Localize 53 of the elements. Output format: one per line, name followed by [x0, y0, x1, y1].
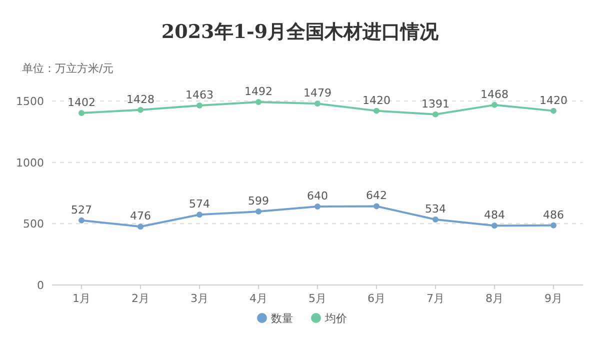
data-label: 642 [366, 189, 387, 202]
data-label: 534 [425, 202, 446, 216]
data-label: 486 [543, 208, 564, 222]
x-tick-label: 4月 [250, 292, 268, 305]
point [78, 110, 84, 116]
legend-label: 均价 [324, 312, 347, 325]
data-label: 599 [248, 194, 269, 208]
point [78, 217, 84, 224]
x-tick-label: 6月 [368, 292, 386, 305]
point [138, 106, 144, 113]
data-label: 527 [71, 203, 92, 216]
data-label: 1420 [362, 94, 390, 107]
y-tick-label: 500 [23, 218, 44, 231]
point [492, 102, 498, 108]
data-label: 1468 [480, 88, 508, 101]
y-tick-label: 0 [37, 279, 44, 292]
y-axis-title: 单位：万立方米/元 [22, 62, 114, 75]
point [374, 203, 380, 210]
data-label: 476 [130, 210, 151, 223]
point [374, 108, 380, 114]
x-tick-label: 7月 [426, 292, 444, 305]
x-tick-label: 3月 [190, 292, 208, 305]
point [138, 224, 144, 230]
data-label: 640 [307, 189, 328, 202]
data-label: 1420 [540, 94, 568, 107]
point [196, 212, 202, 218]
x-tick-label: 2月 [132, 292, 150, 305]
chart-title: 2023年1-9月全国木材进口情况 [161, 21, 440, 43]
data-label: 1428 [126, 92, 154, 106]
point [196, 102, 202, 109]
data-label: 1391 [422, 97, 450, 110]
x-tick-label: 1月 [72, 292, 90, 305]
point [550, 108, 556, 114]
point [550, 222, 556, 228]
point [256, 98, 262, 105]
data-label: 1402 [68, 96, 96, 110]
legend-label: 数量 [271, 312, 293, 325]
point [432, 216, 438, 222]
point [256, 208, 262, 215]
point [314, 100, 320, 107]
data-label: 1492 [244, 84, 272, 98]
x-tick-label: 9月 [544, 292, 562, 305]
y-tick-label: 1000 [16, 156, 44, 170]
data-label: 484 [484, 208, 505, 222]
data-label: 1479 [304, 86, 332, 100]
point [432, 111, 438, 118]
point [314, 203, 320, 210]
x-tick-label: 5月 [308, 292, 326, 305]
point [492, 222, 498, 229]
x-tick-label: 8月 [486, 292, 504, 305]
data-label: 574 [189, 198, 210, 211]
data-label: 1463 [186, 88, 214, 102]
y-tick-label: 1500 [16, 95, 44, 108]
